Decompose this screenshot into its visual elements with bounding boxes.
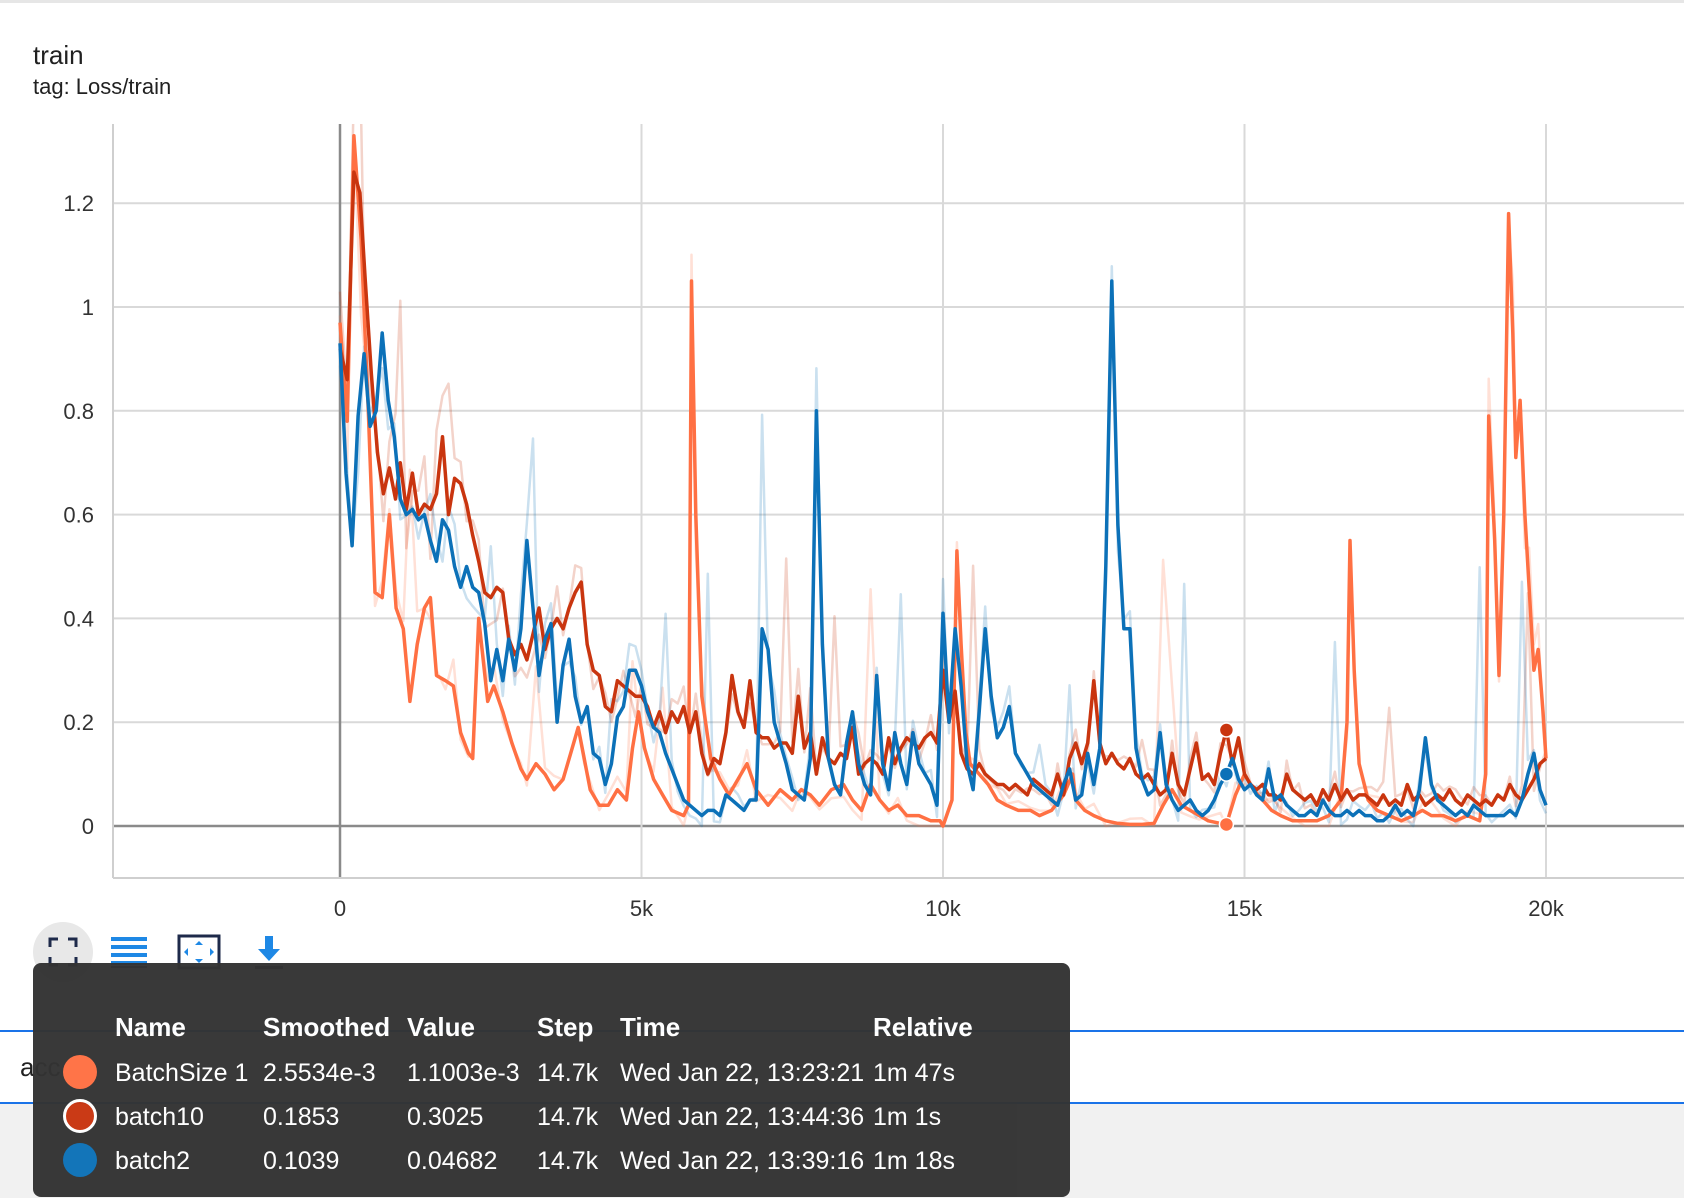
tooltip-row: batch2 0.1039 0.04682 14.7k Wed Jan 22, … — [33, 1139, 1070, 1183]
y-tick-label: 0.2 — [63, 710, 94, 735]
row-relative: 1m 47s — [873, 1059, 955, 1087]
row-smoothed: 2.5534e-3 — [263, 1059, 376, 1087]
row-name: BatchSize 1 — [115, 1059, 249, 1087]
x-tick-label: 0 — [334, 896, 346, 921]
row-time: Wed Jan 22, 13:23:21 — [620, 1059, 865, 1087]
hover-tooltip: Name Smoothed Value Step Time Relative B… — [33, 963, 1070, 1197]
y-tick-label: 1 — [82, 295, 94, 320]
x-tick-label: 10k — [925, 896, 961, 921]
x-tick-label: 20k — [1528, 896, 1564, 921]
tooltip-row: batch10 0.1853 0.3025 14.7k Wed Jan 22, … — [33, 1095, 1070, 1139]
tooltip-header: Name Smoothed Value Step Time Relative — [33, 1005, 1070, 1049]
y-tick-label: 0.8 — [63, 399, 94, 424]
y-tick-label: 0.4 — [63, 606, 94, 631]
card-title: train — [33, 40, 84, 70]
top-divider — [0, 0, 1684, 3]
series-line — [338, 279, 1548, 823]
y-tick-label: 0 — [82, 814, 94, 839]
smoothed-series-layer — [338, 133, 1548, 828]
hover-markers — [1218, 722, 1235, 833]
row-step: 14.7k — [537, 1147, 599, 1175]
row-smoothed: 0.1853 — [263, 1103, 340, 1131]
series-line — [338, 170, 1548, 807]
y-tick-label: 0.6 — [63, 503, 94, 528]
header-step: Step — [537, 1012, 594, 1042]
hover-marker — [1218, 766, 1235, 782]
series-swatch — [63, 1055, 97, 1089]
row-value: 0.04682 — [407, 1147, 498, 1175]
y-tick-label: 1.2 — [63, 191, 94, 216]
header-time: Time — [620, 1012, 681, 1042]
chart-grid — [112, 124, 1684, 879]
header-relative: Relative — [873, 1012, 973, 1042]
row-time: Wed Jan 22, 13:39:16 — [620, 1147, 865, 1175]
row-relative: 1m 18s — [873, 1147, 955, 1175]
tick-labels: 0 0.2 0.4 0.6 0.8 1 1.2 0 5k 10k 15k 20k — [63, 191, 1564, 921]
row-time: Wed Jan 22, 13:44:36 — [620, 1103, 865, 1131]
x-tick-label: 15k — [1227, 896, 1263, 921]
tooltip-row: BatchSize 1 2.5534e-3 1.1003e-3 14.7k We… — [33, 1051, 1070, 1095]
row-step: 14.7k — [537, 1059, 599, 1087]
loss-chart[interactable]: 0 0.2 0.4 0.6 0.8 1 1.2 0 5k 10k 15k 20k — [0, 0, 1684, 930]
hover-marker — [1218, 722, 1235, 738]
row-name: batch2 — [115, 1147, 191, 1175]
row-value: 0.3025 — [407, 1103, 484, 1131]
row-value: 1.1003e-3 — [407, 1059, 520, 1087]
row-smoothed: 0.1039 — [263, 1147, 340, 1175]
hover-marker — [1218, 816, 1235, 833]
series-swatch — [63, 1099, 97, 1133]
header-name: Name — [115, 1012, 186, 1042]
fullscreen-icon — [48, 937, 78, 967]
series-line — [338, 133, 1548, 828]
header-smoothed: Smoothed — [263, 1012, 391, 1042]
card-tag: tag: Loss/train — [33, 74, 172, 99]
row-name: batch10 — [115, 1103, 204, 1131]
x-tick-label: 5k — [630, 896, 654, 921]
series-swatch — [63, 1143, 97, 1177]
header-value: Value — [407, 1012, 475, 1042]
row-relative: 1m 1s — [873, 1103, 942, 1131]
row-step: 14.7k — [537, 1103, 599, 1131]
